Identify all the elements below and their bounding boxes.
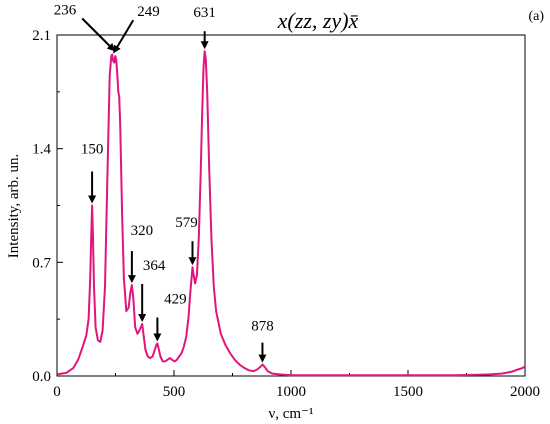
x-axis-ticks: 0 500 1000 1500 2000: [53, 370, 540, 400]
y-tick-label: 0.7: [32, 255, 51, 271]
peak-label: 878: [251, 319, 274, 335]
peak-label: 429: [164, 292, 187, 308]
x-axis-label: ν, cm⁻¹: [268, 406, 313, 422]
peak-arrow: [113, 19, 135, 54]
x-tick-label: 1000: [276, 384, 306, 400]
peak-label: 579: [175, 215, 198, 231]
peak-annotations: 150 236 249 320 364 429 579 631 878: [54, 2, 274, 363]
peak-label: 249: [137, 4, 160, 20]
peak-label: 150: [81, 142, 104, 158]
peak-label: 320: [131, 223, 154, 239]
spectrum-line: [56, 50, 526, 377]
peak-label: 236: [54, 2, 77, 18]
y-axis-ticks: 0.0 0.7 1.4 2.1: [32, 28, 63, 385]
plot-frame: [56, 34, 526, 377]
peak-label: 631: [193, 5, 216, 21]
y-tick-label: 0.0: [32, 369, 51, 385]
scattering-geometry-label: x(zz, zy)x̄: [277, 8, 359, 33]
x-tick-label: 1500: [393, 384, 423, 400]
peak-label: 364: [143, 258, 166, 274]
peak-arrow: [81, 17, 116, 52]
y-tick-label: 1.4: [32, 142, 51, 158]
y-tick-label: 2.1: [32, 28, 51, 44]
x-tick-label: 0: [53, 384, 61, 400]
x-tick-label: 500: [163, 384, 186, 400]
panel-label: (a): [528, 9, 544, 24]
x-tick-label: 2000: [510, 384, 540, 400]
y-axis-label: Intensity, arb. un.: [6, 154, 22, 258]
